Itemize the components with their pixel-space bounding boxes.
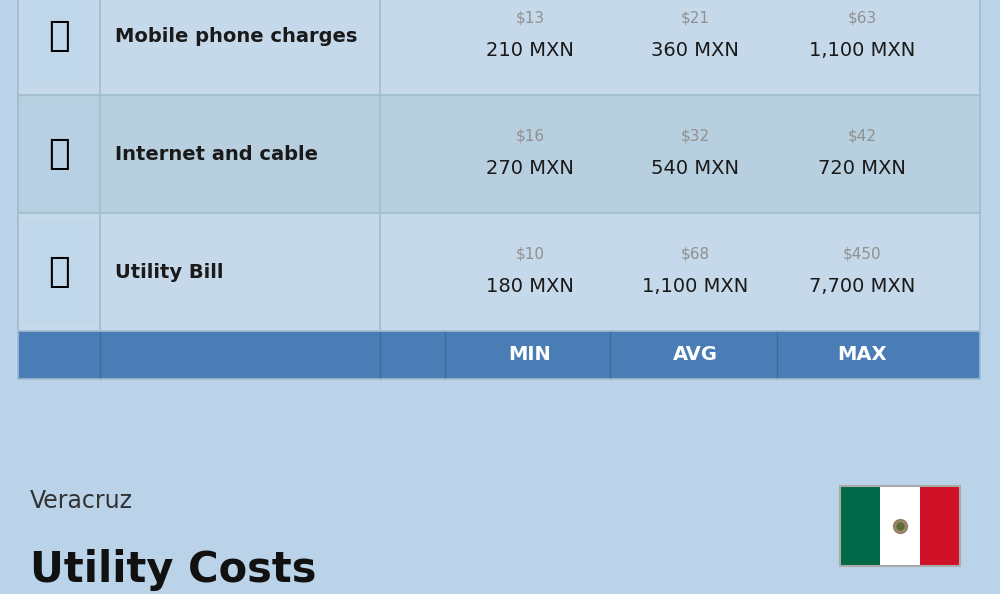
Text: 1,100 MXN: 1,100 MXN <box>809 40 915 59</box>
Text: 270 MXN: 270 MXN <box>486 159 574 178</box>
Text: Utility Bill: Utility Bill <box>115 263 224 282</box>
Text: 210 MXN: 210 MXN <box>486 40 574 59</box>
Text: 📱: 📱 <box>48 19 70 53</box>
Text: $68: $68 <box>680 247 710 261</box>
Bar <box>840 486 880 566</box>
Text: MIN: MIN <box>509 346 551 365</box>
Bar <box>840 486 960 566</box>
Text: $32: $32 <box>680 128 710 144</box>
Bar <box>18 331 980 379</box>
Text: $13: $13 <box>515 11 545 26</box>
Text: MAX: MAX <box>837 346 887 365</box>
Bar <box>18 213 980 331</box>
Text: Internet and cable: Internet and cable <box>115 144 318 163</box>
Text: Utility Costs: Utility Costs <box>30 549 316 591</box>
Text: 📡: 📡 <box>48 137 70 171</box>
Bar <box>880 486 920 566</box>
Text: $10: $10 <box>516 247 544 261</box>
Text: 540 MXN: 540 MXN <box>651 159 739 178</box>
Text: $16: $16 <box>515 128 545 144</box>
Bar <box>18 0 980 95</box>
Bar <box>23 221 95 323</box>
Text: 720 MXN: 720 MXN <box>818 159 906 178</box>
Text: $21: $21 <box>680 11 710 26</box>
Text: 🔌: 🔌 <box>48 255 70 289</box>
Text: Veracruz: Veracruz <box>30 489 133 513</box>
Bar <box>23 103 95 205</box>
Bar <box>23 0 95 87</box>
Bar <box>18 95 980 213</box>
Text: $63: $63 <box>847 11 877 26</box>
Text: $450: $450 <box>843 247 881 261</box>
Text: $42: $42 <box>848 128 876 144</box>
Text: Mobile phone charges: Mobile phone charges <box>115 27 357 46</box>
Text: 360 MXN: 360 MXN <box>651 40 739 59</box>
Text: 1,100 MXN: 1,100 MXN <box>642 276 748 295</box>
Text: 7,700 MXN: 7,700 MXN <box>809 276 915 295</box>
Text: 180 MXN: 180 MXN <box>486 276 574 295</box>
Text: AVG: AVG <box>672 346 718 365</box>
Bar <box>920 486 960 566</box>
